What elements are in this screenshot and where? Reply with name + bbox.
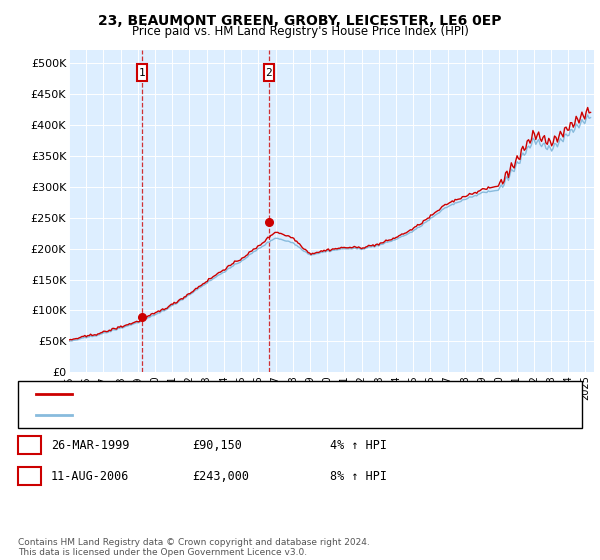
Text: 23, BEAUMONT GREEN, GROBY, LEICESTER, LE6 0EP (detached house): 23, BEAUMONT GREEN, GROBY, LEICESTER, LE… <box>81 389 448 399</box>
Text: 2: 2 <box>26 469 33 483</box>
Text: 26-MAR-1999: 26-MAR-1999 <box>51 438 130 452</box>
Text: 23, BEAUMONT GREEN, GROBY, LEICESTER, LE6 0EP: 23, BEAUMONT GREEN, GROBY, LEICESTER, LE… <box>98 14 502 28</box>
Bar <box>264 64 274 81</box>
Text: £243,000: £243,000 <box>192 469 249 483</box>
Text: £90,150: £90,150 <box>192 438 242 452</box>
Text: 8% ↑ HPI: 8% ↑ HPI <box>330 469 387 483</box>
Text: 4% ↑ HPI: 4% ↑ HPI <box>330 438 387 452</box>
Text: 2: 2 <box>265 68 272 78</box>
Text: 1: 1 <box>139 68 145 78</box>
Text: HPI: Average price, detached house, Hinckley and Bosworth: HPI: Average price, detached house, Hinc… <box>81 410 394 420</box>
Text: Contains HM Land Registry data © Crown copyright and database right 2024.
This d: Contains HM Land Registry data © Crown c… <box>18 538 370 557</box>
Text: 1: 1 <box>26 438 33 452</box>
Bar <box>137 64 146 81</box>
Text: Price paid vs. HM Land Registry's House Price Index (HPI): Price paid vs. HM Land Registry's House … <box>131 25 469 38</box>
Text: 11-AUG-2006: 11-AUG-2006 <box>51 469 130 483</box>
